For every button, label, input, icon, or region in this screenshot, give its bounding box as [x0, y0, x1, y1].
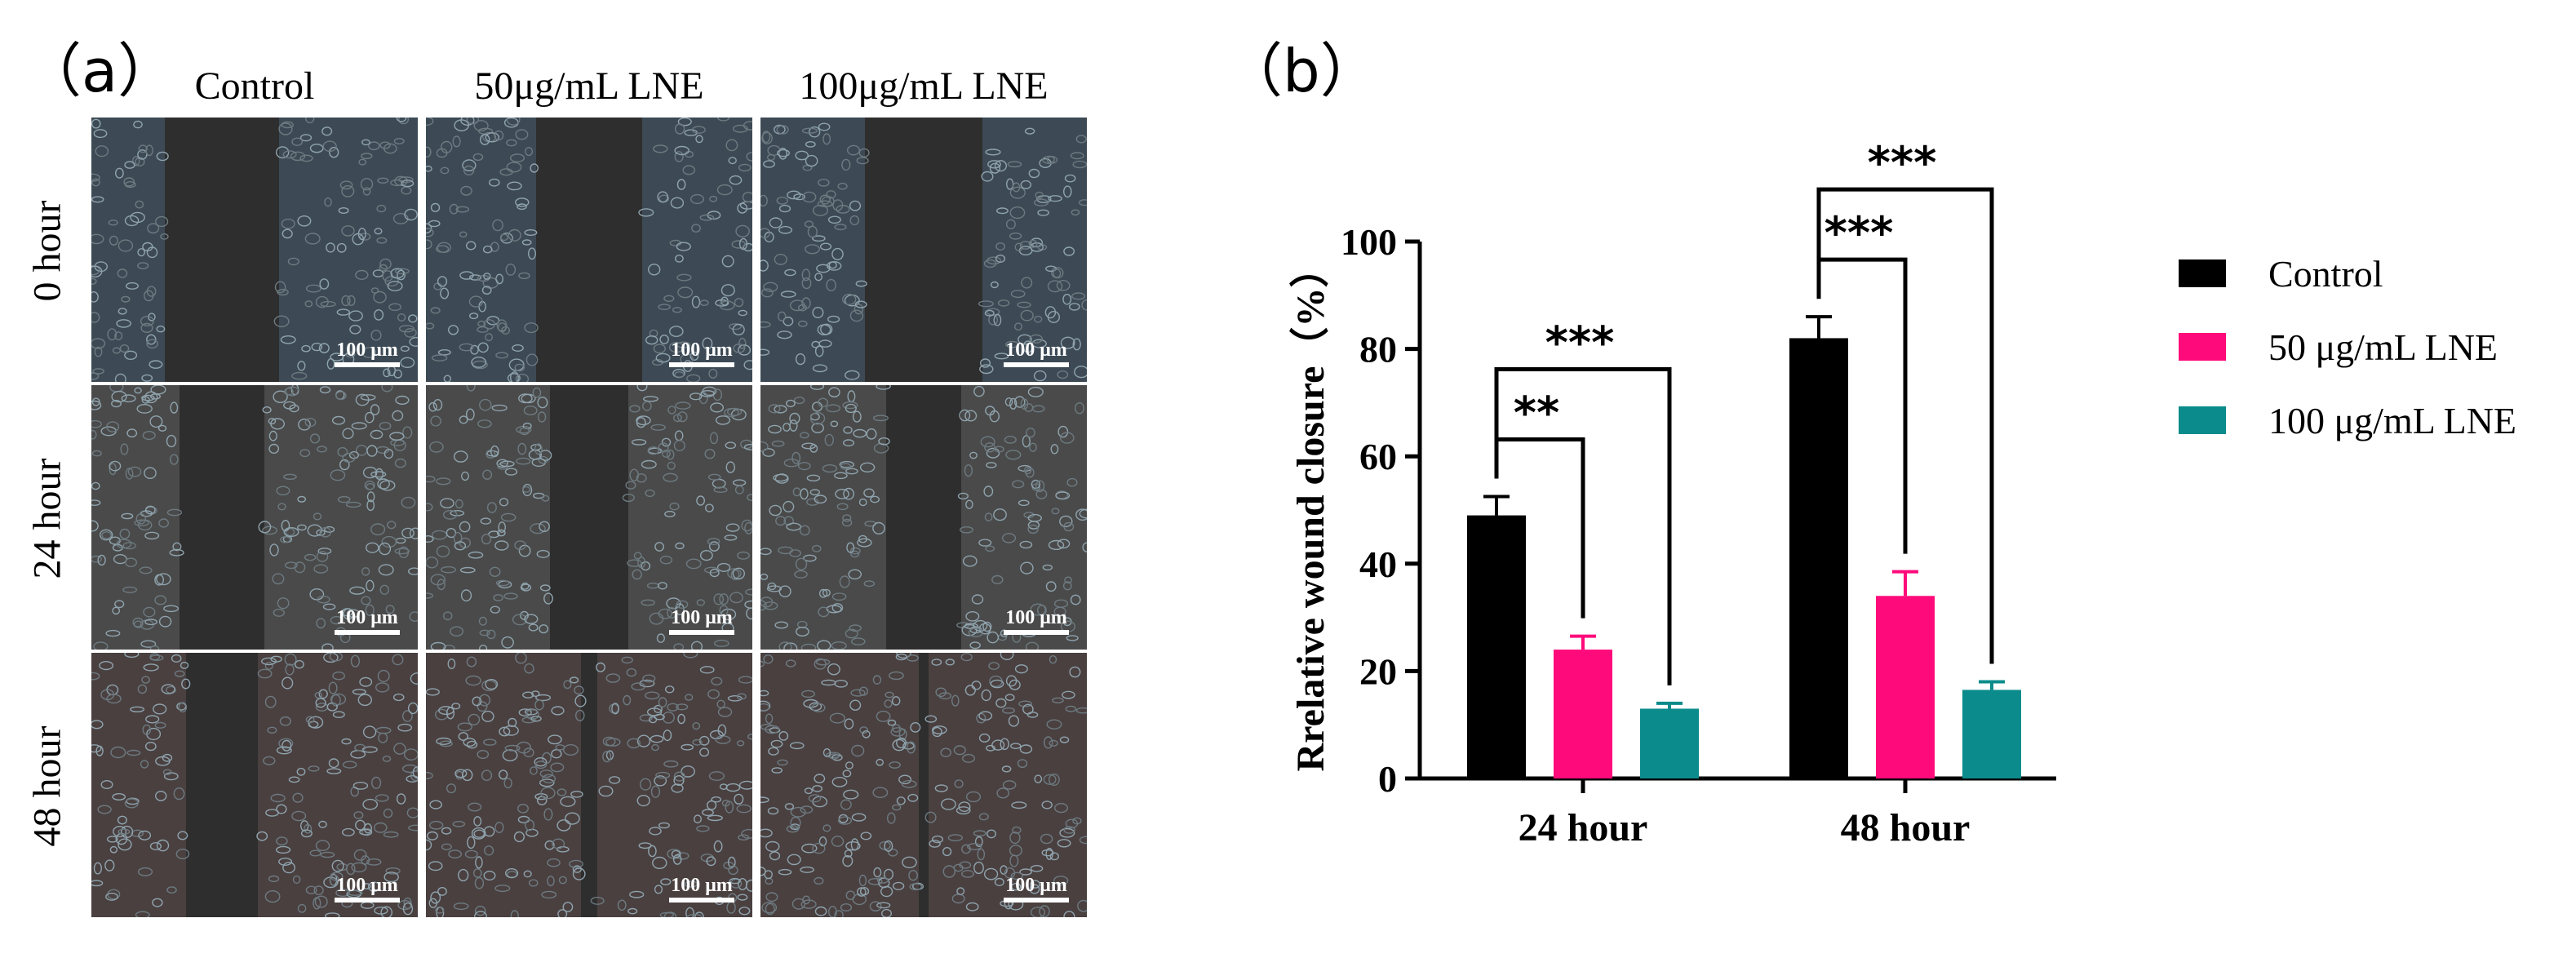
scale-bar: 100 μm [335, 339, 400, 367]
legend-label: 50 μg/mL LNE [2268, 326, 2498, 368]
significance-label: ** [1514, 388, 1559, 439]
x-tick-label: 48 hour [1841, 806, 1971, 849]
panel-a-label: （a） [23, 37, 177, 105]
y-tick-label: 0 [1378, 758, 1397, 800]
scale-bar-label: 100 μm [1005, 339, 1067, 361]
scale-bar-label: 100 μm [336, 339, 398, 361]
scale-bar: 100 μm [1004, 339, 1069, 367]
scale-bar-line [669, 898, 734, 903]
y-tick-label: 100 [1341, 221, 1397, 263]
y-axis-label: Rrelative wound closure（%） [1289, 249, 1332, 772]
micrograph-0-1: 100 μm [426, 118, 752, 382]
micrograph-2-0: 100 μm [91, 653, 418, 917]
significance-label: *** [1824, 207, 1894, 259]
scale-bar-label: 100 μm [1005, 875, 1067, 896]
legend-label: 100 μg/mL LNE [2268, 400, 2516, 441]
scale-bar: 100 μm [669, 607, 734, 635]
significance-bracket [1816, 187, 1994, 664]
scale-bar: 100 μm [335, 875, 400, 903]
scale-bar-line [1004, 630, 1069, 635]
significance-label: *** [1868, 137, 1937, 188]
significance-label: *** [1545, 317, 1615, 369]
scale-bar: 100 μm [669, 339, 734, 367]
scale-bar-label: 100 μm [336, 875, 398, 896]
row-label-0-hour: 0 hour [25, 200, 69, 302]
row-label-48-hour: 48 hour [25, 725, 69, 847]
legend-swatch [2179, 333, 2226, 361]
legend-swatch [2179, 259, 2226, 287]
column-header-50-lne: 50μg/mL LNE [474, 64, 704, 108]
micrograph-1-0: 100 μm [91, 385, 418, 650]
scale-bar-line [669, 630, 734, 635]
legend-swatch [2179, 406, 2226, 434]
micrograph-2-1: 100 μm [426, 653, 752, 917]
scale-bar-line [335, 630, 400, 635]
micrograph-0-2: 100 μm [760, 118, 1087, 382]
bar-50-g-ml-lne [1554, 650, 1612, 778]
row-label-24-hour: 24 hour [25, 458, 69, 579]
scale-bar-line [335, 362, 400, 367]
column-header-control: Control [194, 64, 315, 108]
scale-bar-line [335, 898, 400, 903]
x-tick-label: 24 hour [1519, 806, 1648, 849]
scale-bar: 100 μm [1004, 607, 1069, 635]
panel-b-label: （b） [1224, 37, 1379, 105]
y-tick-label: 80 [1359, 329, 1397, 370]
micrograph-2-2: 100 μm [760, 653, 1087, 917]
bar-control [1789, 338, 1848, 778]
column-header-100-lne: 100μg/mL LNE [799, 64, 1049, 108]
scale-bar-label: 100 μm [336, 607, 398, 628]
scale-bar-line [1004, 898, 1069, 903]
scale-bar-label: 100 μm [671, 875, 733, 896]
scale-bar-label: 100 μm [671, 607, 733, 628]
y-tick-label: 20 [1359, 650, 1397, 692]
scale-bar-label: 100 μm [1005, 607, 1067, 628]
scale-bar: 100 μm [669, 875, 734, 903]
legend-label: Control [2268, 253, 2383, 295]
scale-bar: 100 μm [1004, 875, 1069, 903]
scale-bar-line [669, 362, 734, 367]
bar-50-g-ml-lne [1876, 596, 1935, 778]
micrograph-1-2: 100 μm [760, 385, 1087, 650]
bar-100-g-ml-lne [1962, 690, 2021, 778]
micrograph-0-0: 100 μm [91, 118, 418, 382]
micrograph-grid: 100 μm 100 μm 100 μm 100 μm 100 μm 100 μm 100 … [91, 118, 1087, 917]
bar-100-g-ml-lne [1640, 708, 1699, 778]
micrograph-1-1: 100 μm [426, 385, 752, 650]
scale-bar-label: 100 μm [671, 339, 733, 361]
bar-control [1467, 515, 1526, 778]
scale-bar-line [1004, 362, 1069, 367]
scale-bar: 100 μm [335, 607, 400, 635]
y-tick-label: 60 [1359, 436, 1397, 477]
y-tick-label: 40 [1359, 543, 1397, 585]
significance-bracket [1494, 367, 1672, 685]
